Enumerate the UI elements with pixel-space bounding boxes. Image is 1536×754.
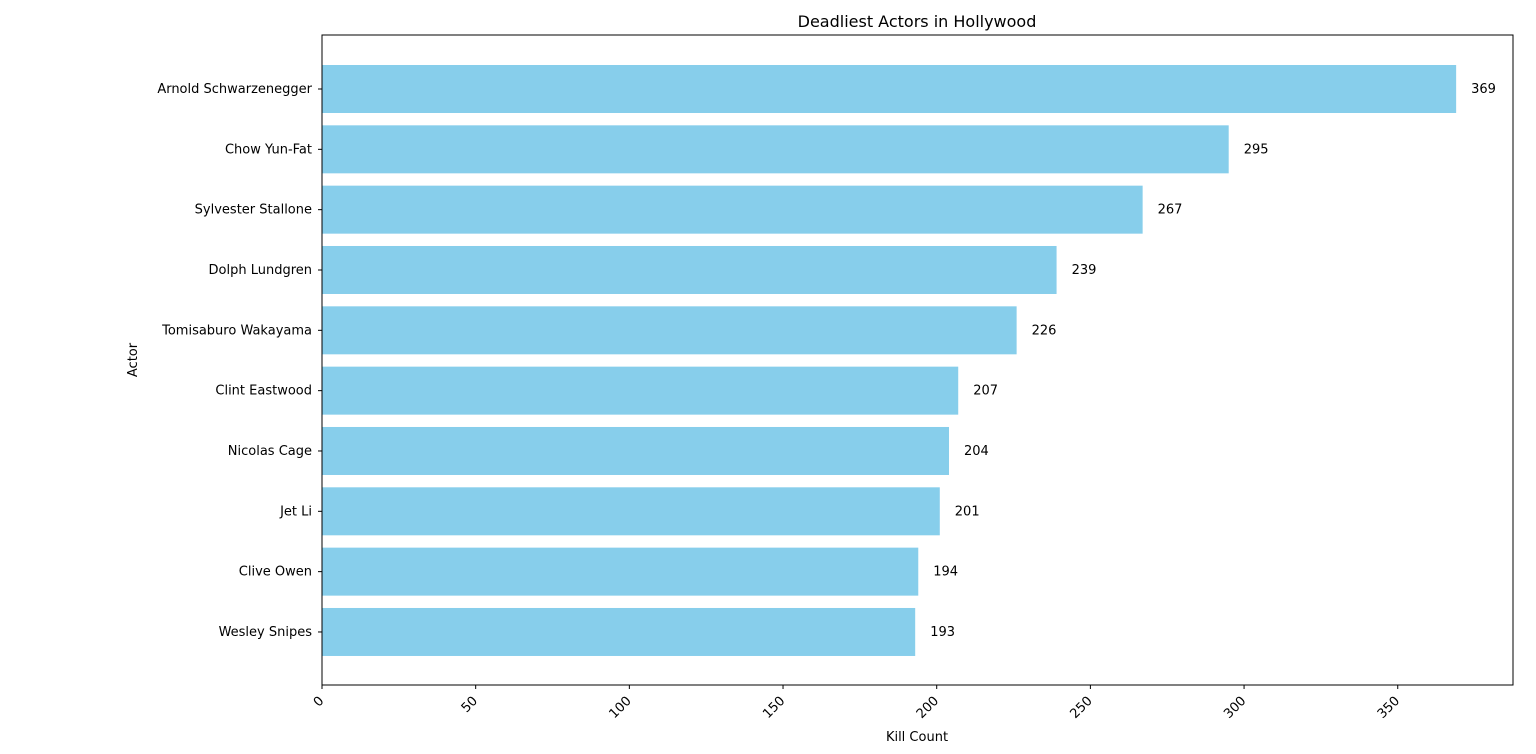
- y-tick-label: Chow Yun-Fat: [225, 142, 312, 157]
- bar: [322, 65, 1457, 113]
- y-tick-label: Jet Li: [279, 504, 312, 519]
- x-tick-label: 50: [459, 694, 481, 716]
- x-axis-ticks: 0 50 100 150 200 250 300 350: [311, 685, 1403, 722]
- bar: [322, 426, 950, 475]
- bar: [322, 547, 919, 596]
- y-tick-label: Clint Eastwood: [215, 384, 312, 399]
- y-tick-label: Dolph Lundgren: [209, 263, 313, 278]
- plot-frame: [321, 34, 1514, 686]
- y-tick-label: Clive Owen: [239, 565, 312, 580]
- bar-value-label: 226: [1032, 323, 1057, 338]
- x-axis-label: Kill Count: [886, 730, 948, 745]
- bar: [322, 487, 940, 536]
- bar-value-label: 194: [933, 565, 958, 580]
- bar-value-label: 193: [930, 625, 955, 640]
- y-tick-label: Tomisaburo Wakayama: [161, 323, 312, 338]
- bar: [322, 125, 1229, 174]
- bar-value-label: 204: [964, 444, 989, 459]
- bar-value-label: 295: [1244, 142, 1269, 157]
- bar: [322, 607, 916, 656]
- x-tick-label: 350: [1375, 694, 1403, 722]
- bar: [322, 185, 1143, 234]
- x-tick-label: 100: [606, 694, 634, 722]
- x-tick-label: 300: [1221, 694, 1249, 722]
- y-axis-label: Actor: [126, 342, 141, 377]
- bars-group: [322, 65, 1457, 656]
- bar-value-label: 369: [1471, 82, 1496, 97]
- bar: [322, 366, 959, 415]
- bar: [322, 306, 1017, 355]
- y-axis-ticks: Arnold Schwarzenegger Chow Yun-Fat Sylvest…: [157, 82, 322, 640]
- y-tick-label: Sylvester Stallone: [195, 203, 312, 218]
- data-labels-group: 369 295 267 239 226 207 204 201 194 193: [930, 82, 1496, 640]
- chart-title: Deadliest Actors in Hollywood: [798, 12, 1037, 31]
- y-tick-label: Nicolas Cage: [228, 444, 312, 459]
- x-tick-label: 200: [914, 694, 942, 722]
- bar-value-label: 207: [973, 384, 998, 399]
- x-tick-label: 0: [311, 694, 327, 710]
- y-tick-label: Arnold Schwarzenegger: [157, 82, 312, 97]
- bar-value-label: 239: [1072, 263, 1097, 278]
- bar: [322, 245, 1057, 294]
- x-tick-label: 250: [1068, 694, 1096, 722]
- y-tick-label: Wesley Snipes: [219, 625, 313, 640]
- bar-value-label: 201: [955, 504, 980, 519]
- x-tick-label: 150: [760, 694, 788, 722]
- bar-value-label: 267: [1158, 203, 1183, 218]
